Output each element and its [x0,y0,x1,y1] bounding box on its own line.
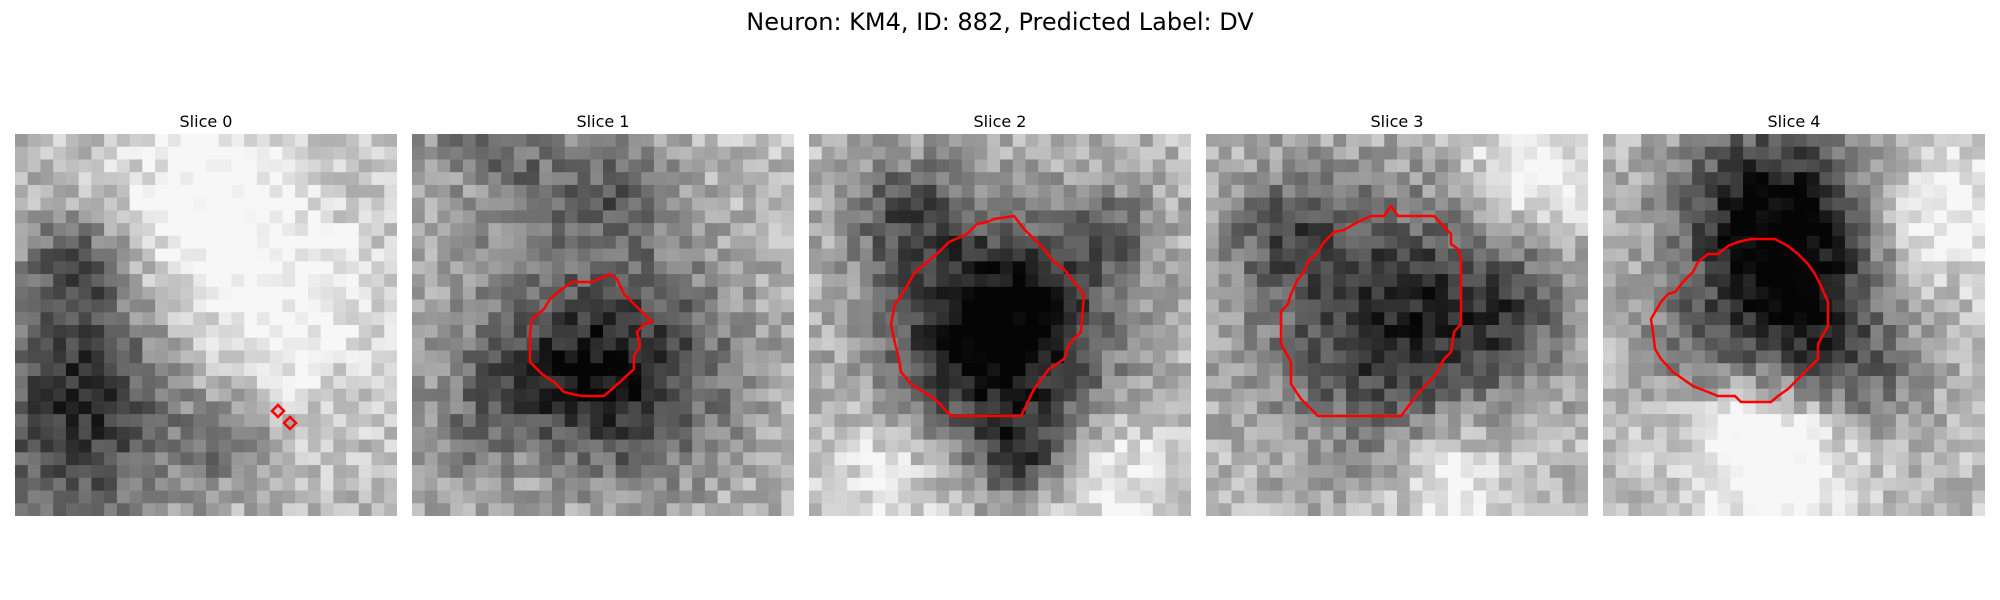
contour-1 [528,272,655,398]
slice-panel-3: Slice 3 [1206,110,1588,516]
slice-title-0: Slice 0 [179,112,233,131]
slice-panel-4: Slice 4 [1603,110,1985,516]
figure-title: Neuron: KM4, ID: 882, Predicted Label: D… [746,8,1254,36]
slice-title-4: Slice 4 [1767,112,1821,131]
slice-panel-0: Slice 0 [15,110,397,516]
slice-title-2: Slice 2 [973,112,1027,131]
slice-title-1: Slice 1 [576,112,630,131]
contour-0 [270,403,298,431]
slice-image-1 [412,134,794,516]
contour-4 [1649,237,1830,404]
slice-panel-1: Slice 1 [412,110,794,516]
slice-image-2 [809,134,1191,516]
contour-3 [1279,203,1463,418]
slice-image-4 [1603,134,1985,516]
slice-image-0 [15,134,397,516]
slice-title-3: Slice 3 [1370,112,1424,131]
slice-image-3 [1206,134,1588,516]
slice-panel-2: Slice 2 [809,110,1191,516]
contour-2 [889,214,1086,418]
